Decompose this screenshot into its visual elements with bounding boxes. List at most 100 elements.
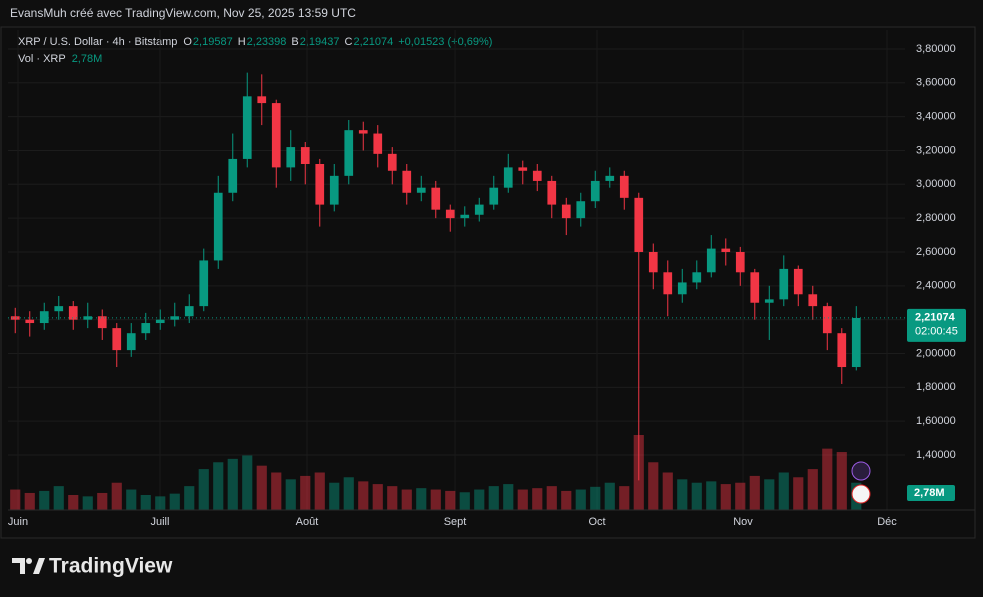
volume-bar (430, 489, 441, 510)
candle-body (561, 204, 571, 219)
volume-bar (706, 481, 717, 510)
candle-body (242, 96, 252, 159)
candle-body (677, 282, 687, 295)
volume-bar (213, 462, 224, 510)
ohlc-key: O (183, 36, 192, 48)
volume-bar (822, 448, 833, 510)
volume-bar (764, 479, 775, 510)
candle-body (39, 311, 49, 324)
candle-body (663, 272, 673, 295)
ohlc-key: B (291, 36, 298, 48)
event-icon (851, 461, 871, 481)
symbol: XRP / U.S. Dollar · 4h · Bitstamp (18, 36, 177, 48)
volume-bar (372, 484, 383, 510)
x-tick-label: Oct (588, 516, 605, 528)
candle-body (808, 294, 818, 307)
volume-bar (561, 490, 572, 510)
volume-bar (691, 482, 702, 510)
volume-bar (619, 486, 630, 510)
candle-body (387, 153, 397, 171)
candles (10, 72, 861, 481)
volume-bar (662, 472, 673, 510)
candle-body (10, 316, 20, 320)
candle-body (764, 299, 774, 303)
candle-body (155, 319, 165, 324)
candle-body (822, 306, 832, 334)
candle-body (300, 147, 310, 165)
volume-value: 2,78M (72, 53, 103, 65)
volume-bar (749, 475, 760, 510)
ohlc-value: 2,19437 (300, 36, 340, 48)
candle-body (735, 251, 745, 273)
candle-body (257, 96, 267, 104)
volume-bar (271, 472, 282, 510)
candle-body (141, 323, 151, 334)
flag-icon (851, 484, 871, 504)
candle-body (837, 333, 847, 368)
volume-bar (126, 489, 137, 510)
y-tick-label: 3,20000 (916, 144, 956, 156)
volume-box (907, 485, 955, 501)
volume-bar (720, 484, 731, 510)
brand: TradingView (49, 555, 173, 578)
candle-body (25, 319, 35, 324)
candle-body (184, 306, 194, 317)
candle-body (170, 316, 180, 320)
y-tick-label: 1,40000 (916, 449, 956, 461)
candle-body (576, 201, 586, 219)
candle-body (358, 130, 368, 134)
candle-body (518, 167, 528, 171)
volume-bar (590, 486, 601, 510)
candle-body (489, 187, 499, 205)
y-tick-label: 1,60000 (916, 415, 956, 427)
y-tick-label: 2,60000 (916, 246, 956, 258)
volume-bar (198, 469, 209, 510)
volume-bar (169, 493, 180, 510)
volume-bar (343, 477, 354, 510)
candle-body (97, 316, 107, 329)
candle-body (474, 204, 484, 215)
volume-bar (256, 465, 267, 510)
volume-bar (532, 488, 543, 510)
y-tick-label: 2,00000 (916, 347, 956, 359)
candle-body (68, 306, 78, 320)
candle-body (112, 328, 122, 351)
candle-body (228, 158, 238, 193)
candle-body (547, 180, 557, 205)
candle-body (344, 130, 354, 176)
volume-bar (285, 479, 296, 510)
candle-body (605, 175, 615, 181)
candle-body (706, 248, 716, 273)
candle-body (634, 197, 644, 252)
volume-axis-label: 2,78M (914, 487, 945, 499)
candle-body (286, 147, 296, 168)
axes: 1,400001,600001,800002,000002,200002,400… (8, 43, 975, 528)
ohlc-value: 2,19587 (193, 36, 233, 48)
candle-body (315, 164, 325, 205)
last-price: 2,21074 (915, 312, 956, 324)
y-tick-label: 2,40000 (916, 280, 956, 292)
volume-bar (735, 482, 746, 510)
ohlc-value: 2,23398 (247, 36, 287, 48)
x-tick-label: Juin (8, 516, 28, 528)
volume-bar (227, 458, 238, 510)
candle-body (692, 272, 702, 283)
volume-bar (184, 486, 195, 510)
change: +0,01523 (+0,69%) (398, 36, 492, 48)
chart-panel (0, 26, 976, 539)
candle-body (373, 133, 383, 154)
candle-body (721, 248, 731, 252)
credit: EvansMuh créé avec TradingView.com, Nov … (10, 6, 356, 20)
volume-bar (459, 492, 470, 510)
volume-bar (546, 486, 557, 510)
volume-bar (604, 482, 615, 510)
y-tick-label: 3,00000 (916, 178, 956, 190)
y-tick-label: 3,60000 (916, 77, 956, 89)
volume-bar (111, 482, 122, 510)
volume-bar (242, 455, 253, 510)
volume-bar (10, 489, 21, 510)
candle-body (329, 175, 339, 205)
candle-body (851, 317, 861, 368)
